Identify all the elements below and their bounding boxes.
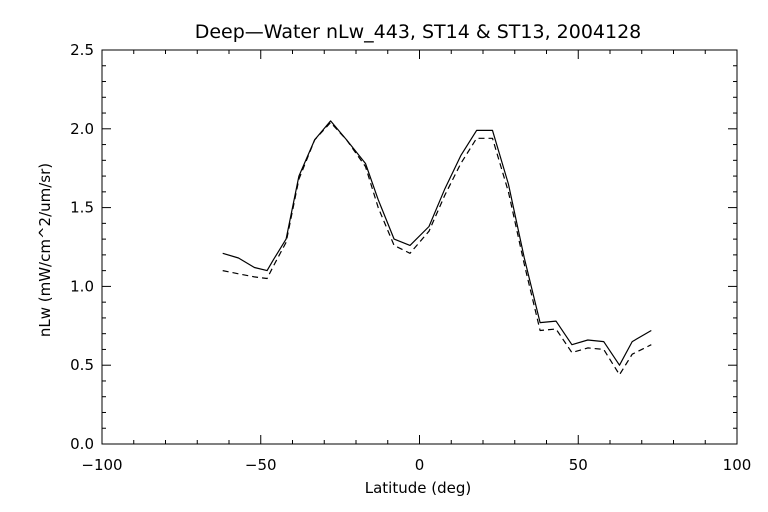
- y-tick-label: 2.0: [70, 120, 94, 138]
- y-tick-labels: 0.0 0.5 1.0 1.5 2.0 2.5: [70, 41, 94, 453]
- y-tick-label: 1.0: [70, 277, 94, 295]
- y-tick-label: 0.0: [70, 435, 94, 453]
- x-tick-label: 0: [415, 456, 425, 474]
- plot-frame: [101, 49, 738, 445]
- series-group: [222, 120, 652, 376]
- x-tick-label: −50: [245, 456, 277, 474]
- y-tick-label: 0.5: [70, 356, 94, 374]
- x-tick-label: 100: [723, 456, 752, 474]
- x-tick-label: 50: [569, 456, 588, 474]
- x-tick-label: −100: [81, 456, 122, 474]
- y-tick-label: 2.5: [70, 41, 94, 59]
- chart-title: Deep—Water nLw_443, ST14 & ST13, 2004128: [195, 21, 642, 43]
- y-axis-label: nLw (mW/cm^2/um/sr): [36, 163, 54, 337]
- series-line-dashed: [222, 121, 652, 376]
- series-line-solid: [222, 120, 652, 366]
- y-tick-label: 1.5: [70, 199, 94, 217]
- x-axis-label: Latitude (deg): [365, 479, 471, 497]
- axis-ticks: [101, 49, 738, 445]
- x-tick-labels: −100 −50 0 50 100: [81, 456, 751, 474]
